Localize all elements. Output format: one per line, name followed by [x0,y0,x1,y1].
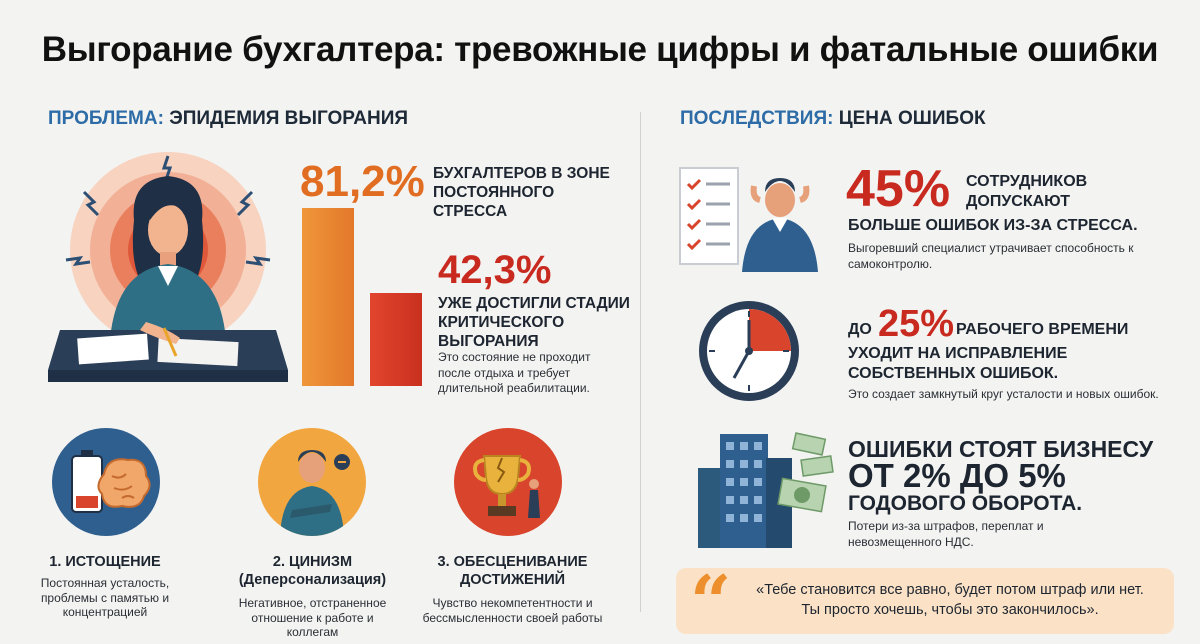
stat-25-prefix: ДО [848,321,872,338]
bar-81-percent [302,208,354,386]
devaluation-illustration [454,428,562,536]
stat-45-text-b: БОЛЬШЕ ОШИБОК ИЗ-ЗА СТРЕССА. [848,217,1138,234]
problem-heading-accent: ПРОБЛЕМА: [48,108,164,129]
problem-section-heading: ПРОБЛЕМА: ЭПИДЕМИЯ ВЫГОРАНИЯ [48,108,408,130]
stat-45-text-a: СОТРУДНИКОВ ДОПУСКАЮТ [966,173,1088,210]
stat-42-text: УЖЕ ДОСТИГЛИ СТАДИИ КРИТИЧЕСКОГО ВЫГОРАН… [438,295,630,350]
battery-brain-icon [71,450,151,513]
stage-2-title: 2. ЦИНИЗМ (Деперсонализация) [238,554,387,588]
stat-81-value: 81,2% [300,157,425,206]
checklist-stressed-worker-illustration [679,167,818,272]
stat-42-subtext: Это состояние не проходит после отдыха и… [438,350,591,395]
stage-1-subtext: Постоянная усталость, проблемы с памятью… [40,576,170,619]
stat-42-value: 42,3% [438,248,552,292]
quote-mark-icon: “ [690,559,732,644]
stat-25-subtext: Это создает замкнутый круг усталости и н… [848,387,1159,401]
consequences-heading-accent: ПОСЛЕДСТВИЯ: [680,108,834,129]
stage-1-title: 1. ИСТОЩЕНИЕ [49,554,161,570]
page-title: Выгорание бухгалтера: тревожные цифры и … [41,30,1159,69]
clock-icon [699,301,799,401]
stat-81-text: БУХГАЛТЕРОВ В ЗОНЕ ПОСТОЯННОГО СТРЕССА [433,165,610,220]
cost-line-1: ОШИБКИ СТОЯТ БИЗНЕСУ [848,436,1154,462]
cynicism-illustration [258,428,366,536]
quote-text: «Тебе становится все равно, будет потом … [756,582,1144,618]
quote-box [676,568,1174,634]
cost-line-2: ОТ 2% ДО 5% [848,457,1066,494]
stage-3-subtext: Чувство некомпетентности и бессмысленнос… [422,596,603,625]
consequences-section-heading: ПОСЛЕДСТВИЯ: ЦЕНА ОШИБОК [680,108,986,130]
exhaustion-illustration [52,428,160,536]
stat-45-value: 45% [846,160,951,218]
bar-42-percent [370,293,422,386]
cost-line-3: ГОДОВОГО ОБОРОТА. [848,492,1083,515]
building-money-illustration [698,432,834,548]
cost-subtext: Потери из-за штрафов, переплат и невозме… [848,519,1044,549]
problem-heading-rest: ЭПИДЕМИЯ ВЫГОРАНИЯ [169,108,409,129]
consequences-heading-rest: ЦЕНА ОШИБОК [838,108,986,129]
crossed-arms-person-icon [280,450,350,536]
stage-2-subtext: Негативное, отстраненное отношение к раб… [238,596,387,639]
stat-45-subtext: Выгоревший специалист утрачивает способн… [848,241,1134,271]
broken-trophy-icon [473,455,540,518]
stage-3-title: 3. ОБЕСЦЕНИВАНИЕ ДОСТИЖЕНИЙ [437,554,588,588]
stat-25-text-a: РАБОЧЕГО ВРЕМЕНИ [956,321,1129,338]
stat-25-text-b: УХОДИТ НА ИСПРАВЛЕНИЕ СОБСТВЕННЫХ ОШИБОК… [848,345,1068,382]
section-divider [640,112,641,612]
stat-25-value: 25% [878,303,955,345]
stressed-accountant-illustration [48,152,288,382]
